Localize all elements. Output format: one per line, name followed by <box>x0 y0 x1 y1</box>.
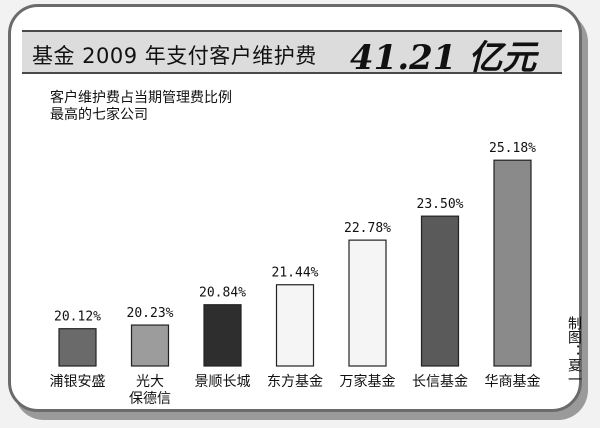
bar-1 <box>58 328 97 367</box>
category-label-5: 万家基金 <box>340 373 396 390</box>
value-label-3: 20.84% <box>199 286 246 301</box>
category-label-3: 景顺长城 <box>195 374 251 390</box>
bar-5 <box>348 239 387 367</box>
category-label-2-line-1: 光大 <box>136 374 164 390</box>
subtitle-line-2: 最高的七家公司 <box>50 107 148 123</box>
bar-6 <box>420 215 460 367</box>
header-amount: 41.21 亿元 <box>350 38 537 78</box>
chart-subtitle: 客户维护费占当期管理费比例 最高的七家公司 <box>50 90 232 124</box>
value-label-4: 21.44% <box>272 266 319 281</box>
category-label-1: 浦银安盛 <box>50 374 106 390</box>
category-label-4: 东方基金 <box>267 373 323 390</box>
value-label-1: 20.12% <box>54 310 101 325</box>
category-label-7: 华商基金 <box>485 373 541 390</box>
bar-7 <box>493 159 532 367</box>
subtitle-line-1: 客户维护费占当期管理费比例 <box>50 90 232 106</box>
chart-credit: 制图：夏一 <box>566 316 582 386</box>
bar-2 <box>130 324 170 367</box>
value-label-7: 25.18% <box>489 141 536 156</box>
value-label-6: 23.50% <box>417 197 464 212</box>
header-band <box>22 30 562 74</box>
value-label-5: 22.78% <box>344 221 391 236</box>
category-label-6: 长信基金 <box>412 373 468 390</box>
header-title: 基金 2009 年支付客户维护费 <box>32 44 317 68</box>
bar-3 <box>203 304 242 367</box>
value-label-2: 20.23% <box>127 306 174 321</box>
bar-4 <box>275 284 315 367</box>
category-label-2-line-2: 保德信 <box>129 391 171 407</box>
